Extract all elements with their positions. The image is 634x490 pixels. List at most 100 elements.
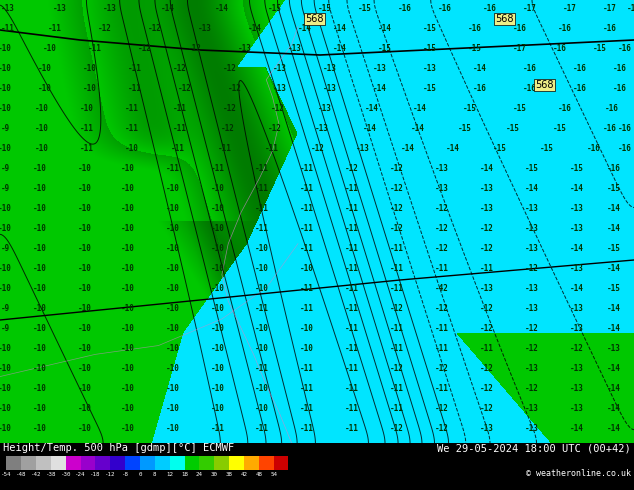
- Text: -13: -13: [480, 203, 494, 213]
- Text: -12: -12: [435, 364, 449, 372]
- Text: 54: 54: [270, 472, 277, 477]
- Text: -9: -9: [1, 303, 10, 313]
- Text: -10: -10: [33, 164, 47, 172]
- Text: -10: -10: [78, 203, 92, 213]
- Text: -11: -11: [255, 423, 269, 433]
- Text: -16: -16: [613, 64, 627, 73]
- Text: -10: -10: [33, 223, 47, 232]
- Text: -13: -13: [480, 183, 494, 193]
- Text: -12: -12: [480, 403, 494, 413]
- Text: -11: -11: [255, 364, 269, 372]
- Text: -16: -16: [468, 24, 482, 32]
- Text: -13: -13: [1, 3, 15, 13]
- Text: -14: -14: [607, 223, 621, 232]
- Text: -16: -16: [573, 83, 587, 93]
- Text: -10: -10: [0, 284, 12, 293]
- Text: -10: -10: [0, 403, 12, 413]
- Text: -14: -14: [570, 423, 584, 433]
- Text: -10: -10: [33, 284, 47, 293]
- Text: -10: -10: [0, 364, 12, 372]
- Text: -16: -16: [398, 3, 412, 13]
- Text: -10: -10: [78, 343, 92, 352]
- Text: -16: -16: [438, 3, 452, 13]
- Text: -12: -12: [223, 64, 237, 73]
- Text: -11: -11: [265, 144, 279, 152]
- Text: -10: -10: [121, 343, 135, 352]
- Text: -12: -12: [480, 384, 494, 392]
- Text: -13: -13: [103, 3, 117, 13]
- Text: -10: -10: [121, 244, 135, 252]
- Text: -10: -10: [211, 364, 225, 372]
- Text: -10: -10: [211, 284, 225, 293]
- Text: -12: -12: [525, 343, 539, 352]
- Text: -14: -14: [413, 103, 427, 113]
- Text: -10: -10: [78, 403, 92, 413]
- Text: -10: -10: [300, 323, 314, 333]
- Text: 0: 0: [138, 472, 142, 477]
- Text: -12: -12: [228, 83, 242, 93]
- Text: -11: -11: [390, 244, 404, 252]
- Text: -10: -10: [166, 284, 180, 293]
- Text: 18: 18: [181, 472, 188, 477]
- Text: -11: -11: [300, 203, 314, 213]
- Text: -14: -14: [570, 244, 584, 252]
- Text: -15: -15: [593, 44, 607, 52]
- Text: 568: 568: [305, 14, 323, 24]
- Text: -13: -13: [288, 44, 302, 52]
- Text: -10: -10: [166, 244, 180, 252]
- Text: -13: -13: [356, 144, 370, 152]
- Text: -11: -11: [480, 264, 494, 272]
- Text: -10: -10: [33, 384, 47, 392]
- Text: -16: -16: [513, 24, 527, 32]
- Text: -10: -10: [78, 264, 92, 272]
- Text: -14: -14: [607, 264, 621, 272]
- Text: -16: -16: [618, 144, 632, 152]
- Text: -13: -13: [435, 183, 449, 193]
- Text: -10: -10: [121, 264, 135, 272]
- Text: -11: -11: [1, 24, 15, 32]
- Text: -10: -10: [78, 364, 92, 372]
- Text: -12: -12: [390, 223, 404, 232]
- Text: -11: -11: [480, 343, 494, 352]
- Text: -10: -10: [255, 264, 269, 272]
- Text: -15: -15: [268, 3, 282, 13]
- Text: -10: -10: [80, 103, 94, 113]
- Text: -24: -24: [75, 472, 86, 477]
- Text: -13: -13: [273, 83, 287, 93]
- Text: -12: -12: [390, 183, 404, 193]
- Text: -11: -11: [173, 103, 187, 113]
- Text: -10: -10: [0, 203, 12, 213]
- Text: -11: -11: [390, 384, 404, 392]
- Text: -13: -13: [570, 403, 584, 413]
- Text: -12: -12: [435, 203, 449, 213]
- Text: -13: -13: [423, 64, 437, 73]
- Text: -15: -15: [358, 3, 372, 13]
- Text: -14: -14: [607, 303, 621, 313]
- Text: -15: -15: [607, 244, 621, 252]
- Text: -13: -13: [318, 103, 332, 113]
- Text: -10: -10: [255, 244, 269, 252]
- Text: -13: -13: [53, 3, 67, 13]
- Text: -13: -13: [570, 203, 584, 213]
- Text: -12: -12: [345, 164, 359, 172]
- Text: -10: -10: [78, 183, 92, 193]
- Text: -10: -10: [121, 223, 135, 232]
- Text: -14: -14: [607, 323, 621, 333]
- Text: -11: -11: [48, 24, 62, 32]
- Text: -13: -13: [525, 423, 539, 433]
- Text: -11: -11: [300, 223, 314, 232]
- Text: -10: -10: [78, 284, 92, 293]
- Text: -10: -10: [38, 64, 52, 73]
- Text: -13: -13: [570, 223, 584, 232]
- Text: -11: -11: [211, 423, 225, 433]
- Text: -11: -11: [300, 164, 314, 172]
- Text: -10: -10: [255, 403, 269, 413]
- Text: 48: 48: [256, 472, 262, 477]
- Text: -12: -12: [435, 423, 449, 433]
- Text: -11: -11: [300, 183, 314, 193]
- Text: Height/Temp. 500 hPa [gdmp][°C] ECMWF: Height/Temp. 500 hPa [gdmp][°C] ECMWF: [3, 443, 235, 453]
- Text: -10: -10: [125, 144, 139, 152]
- Text: -14: -14: [363, 123, 377, 132]
- Text: -14: -14: [570, 284, 584, 293]
- Text: -10: -10: [0, 423, 12, 433]
